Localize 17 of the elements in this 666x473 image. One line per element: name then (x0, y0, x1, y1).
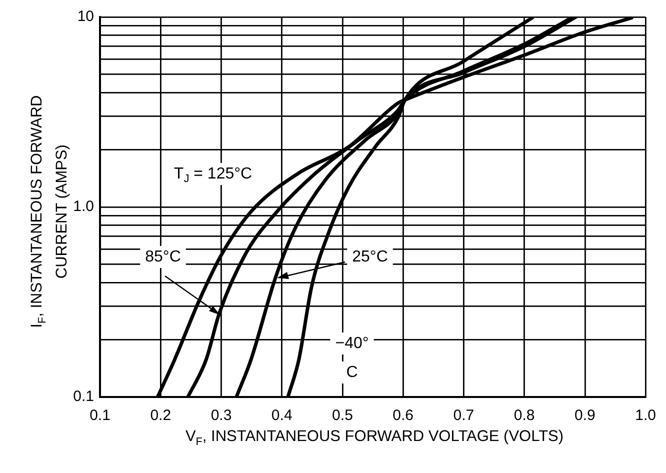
annotation: 25°C (352, 248, 388, 266)
x-tick-label: 0.9 (574, 407, 596, 424)
x-tick-label: 0.3 (210, 407, 232, 424)
x-tick-label: 1.0 (635, 407, 656, 424)
x-tick-label: 0.7 (453, 407, 474, 424)
x-tick-label: 0.8 (514, 407, 535, 424)
text: 85°C (145, 248, 181, 266)
y-tick-label: 0.1 (73, 388, 94, 406)
y-tick-label: 10 (77, 8, 94, 26)
x-tick-label: 0.6 (392, 407, 414, 424)
x-tick-label: 0.1 (90, 407, 110, 424)
x-tick-label: 0.4 (271, 407, 292, 424)
x-tick-label: 0.5 (332, 407, 353, 424)
x-axis-title: V$_{F}$, INSTANTANEOUS FORWARD VOLTAGE (VOLTS) (184, 428, 565, 448)
series-label: −40° C (335, 334, 369, 381)
y-tick-label: 1.0 (73, 198, 94, 216)
x-tick-label: 0.2 (150, 407, 172, 424)
